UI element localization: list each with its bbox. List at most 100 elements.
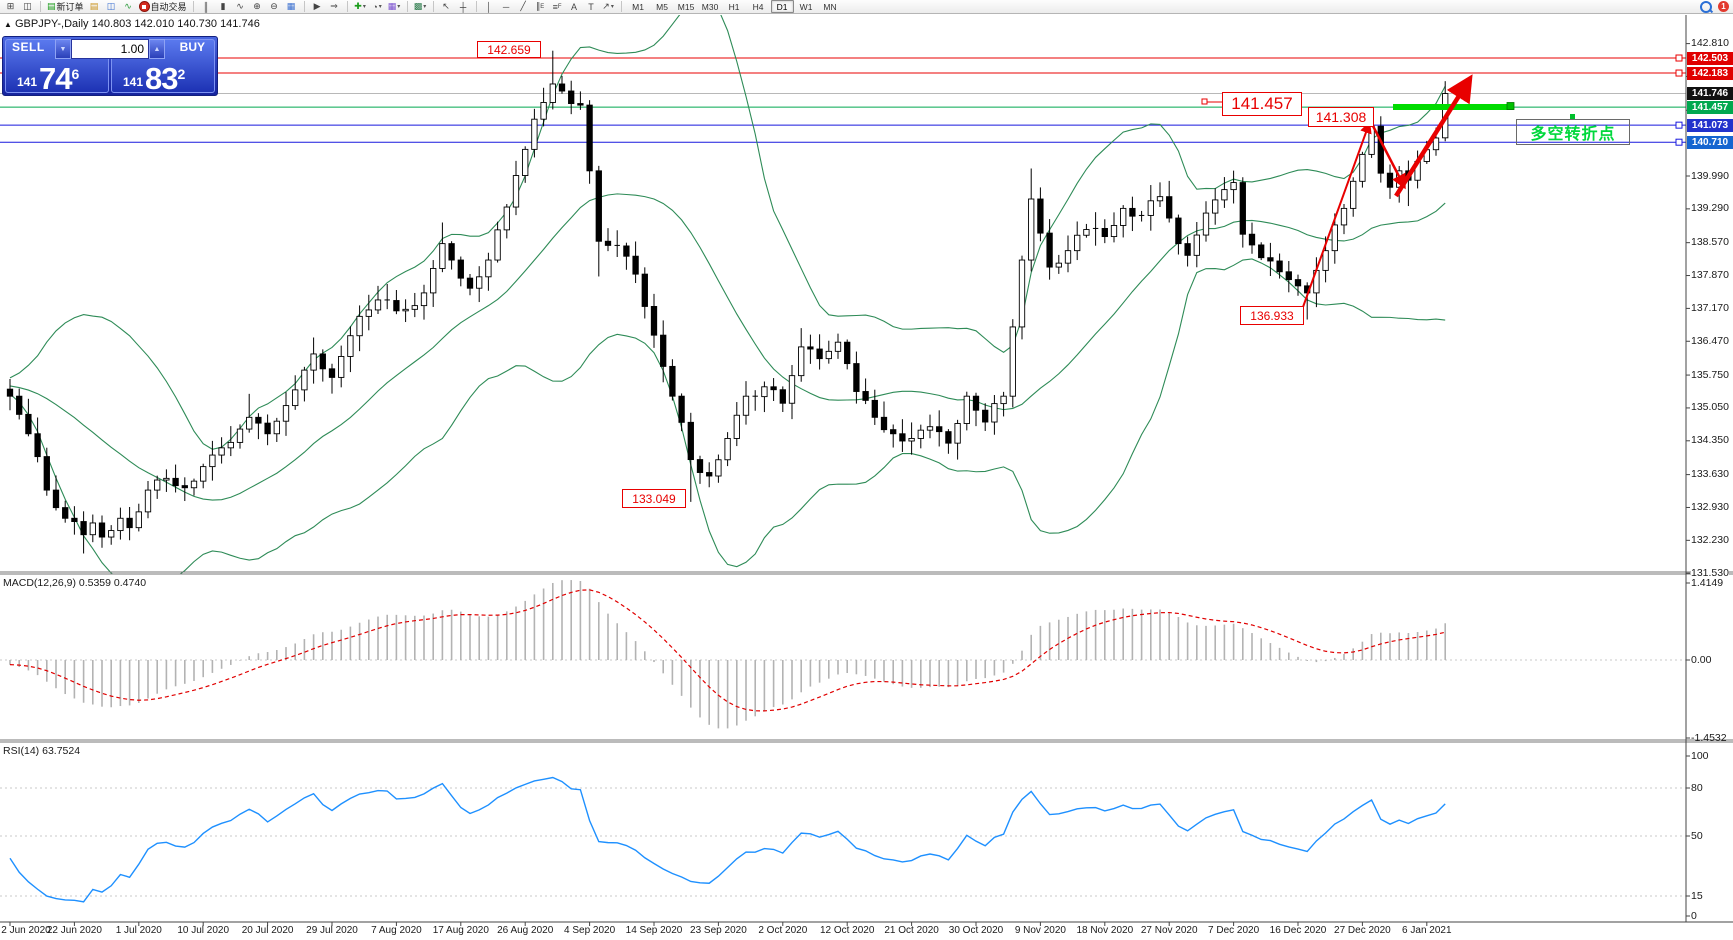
date-tick-label[interactable]: 23 Sep 2020 [690, 925, 747, 936]
bid-price[interactable]: 141 74 6 [17, 63, 80, 94]
timeframe-button-d1[interactable]: D1 [770, 0, 794, 13]
data-window-icon[interactable]: ◫ [106, 1, 116, 11]
toolbar-separator [432, 1, 434, 12]
timeframe-button-m5[interactable]: M5 [656, 1, 668, 12]
price-tick-label[interactable]: 135.050 [1691, 401, 1729, 414]
price-tick-label[interactable]: 132.930 [1691, 500, 1729, 513]
price-tick-label[interactable]: 139.990 [1691, 169, 1729, 182]
market-watch-icon[interactable]: ▤ [89, 1, 99, 11]
price-tick-label[interactable]: 133.630 [1691, 468, 1729, 481]
horizontal-line-tool-icon[interactable]: ─ [502, 1, 510, 12]
profiles-icon[interactable]: ◫ [23, 1, 32, 11]
candlestick-chart-icon[interactable]: ▮ [220, 1, 226, 11]
date-tick-label[interactable]: 18 Nov 2020 [1076, 925, 1134, 936]
date-tick-label[interactable]: 2 Oct 2020 [758, 925, 808, 936]
price-tick-label[interactable]: 136.470 [1691, 334, 1729, 347]
macd-value-1: 0.5359 [78, 577, 111, 589]
date-tick-label[interactable]: 17 Aug 2020 [432, 925, 489, 936]
price-annotation-label[interactable]: 141.308 [1308, 107, 1374, 127]
crosshair-tool-icon[interactable]: ┼ [459, 1, 467, 12]
fibonacci-tool-icon[interactable]: ≡ F [552, 1, 562, 12]
buy-label[interactable]: BUY [179, 40, 205, 54]
timeframe-button-w1[interactable]: W1 [799, 1, 813, 12]
bar-chart-icon[interactable]: ║ [202, 1, 210, 12]
volume-stepper: ▼ 1.00 ▲ [55, 39, 165, 59]
date-tick-label[interactable]: 10 Jul 2020 [177, 925, 230, 936]
date-tick-label[interactable]: 12 Oct 2020 [819, 925, 875, 936]
date-tick-label[interactable]: 20 Jul 2020 [241, 925, 294, 936]
channel-tool-icon[interactable]: ∥ E [535, 1, 545, 11]
label-tool-icon[interactable]: T [588, 1, 594, 12]
date-tick-label[interactable]: 2 Jun 2020 [1, 925, 51, 936]
chart-shift-icon[interactable]: ⇒ [330, 1, 338, 11]
timeframe-button-m30[interactable]: M30 [701, 1, 719, 12]
toolbar-separator [620, 1, 622, 12]
date-tick-label[interactable]: 30 Oct 2020 [948, 925, 1004, 936]
cursor-tool-icon[interactable]: ↖ [442, 1, 450, 11]
date-tick-label[interactable]: 14 Sep 2020 [625, 925, 683, 936]
date-tick-label[interactable]: 6 Jan 2021 [1402, 925, 1452, 936]
search-icon[interactable] [1700, 0, 1712, 13]
price-tick-label[interactable]: 135.750 [1691, 368, 1729, 381]
date-tick-label[interactable]: 7 Dec 2020 [1208, 925, 1260, 936]
tile-windows-icon[interactable]: ▦ [286, 1, 296, 11]
price-annotation-label[interactable]: 141.457 [1222, 92, 1302, 116]
timeframe-button-m15[interactable]: M15 [677, 1, 695, 12]
rsi-scale-label: 80 [1691, 781, 1703, 794]
trendline-tool-icon[interactable]: ╱ [520, 1, 526, 11]
bid-sup: 6 [71, 66, 80, 82]
date-tick-label[interactable]: 1 Jul 2020 [115, 925, 162, 936]
price-annotation-label[interactable]: 142.659 [477, 41, 541, 58]
text-tool-icon[interactable]: A [571, 1, 578, 12]
zoom-in-icon[interactable]: ⊕ [253, 1, 261, 11]
price-tick-label[interactable]: 142.810 [1691, 37, 1729, 50]
templates-icon[interactable]: ▦ ▾ [387, 1, 401, 11]
notification-badge[interactable]: 1 [1718, 1, 1729, 12]
timeframe-button-m1[interactable]: M1 [632, 1, 644, 12]
arrows-tool-icon[interactable]: ↗ ▾ [602, 1, 614, 11]
zoom-out-icon[interactable]: ⊖ [270, 1, 278, 11]
price-annotation-label[interactable]: 133.049 [622, 489, 686, 508]
price-tick-label[interactable]: 139.290 [1691, 202, 1729, 215]
date-tick-label[interactable]: 26 Aug 2020 [497, 925, 554, 936]
volume-down-button[interactable]: ▼ [55, 39, 71, 59]
volume-input[interactable]: 1.00 [71, 39, 149, 59]
price-annotation-label[interactable]: 136.933 [1240, 306, 1304, 325]
date-tick-label[interactable]: 16 Dec 2020 [1269, 925, 1327, 936]
vertical-line-tool-icon[interactable]: │ [486, 1, 492, 12]
date-tick-label[interactable]: 29 Jul 2020 [306, 925, 358, 936]
ask-price[interactable]: 141 83 2 [123, 63, 185, 94]
sell-label[interactable]: SELL [12, 40, 45, 54]
volume-up-button[interactable]: ▲ [149, 39, 165, 59]
auto-scroll-icon[interactable]: ▶ [313, 1, 321, 11]
price-tick-label[interactable]: 132.230 [1691, 533, 1729, 546]
macd-scale-label: -1.4532 [1691, 731, 1727, 744]
add-indicator-icon[interactable]: ✚ ▾ [354, 1, 366, 11]
price-tick-label[interactable]: 138.570 [1691, 236, 1729, 249]
price-tick-label[interactable]: 134.350 [1691, 434, 1729, 447]
timeframe-button-h1[interactable]: H1 [728, 1, 740, 12]
price-tick-label[interactable]: 137.870 [1691, 269, 1729, 282]
chart-mode-icon[interactable]: ▩ ▾ [413, 1, 427, 11]
signals-icon[interactable]: ∿ [124, 1, 132, 11]
timeframe-button-mn[interactable]: MN [823, 1, 837, 12]
date-tick-label[interactable]: 22 Jun 2020 [46, 925, 102, 936]
turning-point-annotation[interactable]: 多空转折点 [1516, 119, 1630, 145]
price-tick-label[interactable]: 131.530 [1691, 566, 1729, 579]
price-tick-label[interactable]: 137.170 [1691, 301, 1729, 314]
symbol-expand-icon[interactable]: ▲ [4, 20, 12, 29]
price-level-badge: 141.457 [1687, 100, 1733, 114]
new-order-button[interactable]: ▤ 新订单 [46, 1, 85, 13]
periodicity-icon[interactable]: ◔ ▾ [372, 1, 382, 12]
date-tick-label[interactable]: 9 Nov 2020 [1014, 925, 1066, 936]
date-tick-label[interactable]: 27 Dec 2020 [1334, 925, 1391, 936]
date-tick-label[interactable]: 4 Sep 2020 [564, 925, 616, 936]
line-chart-icon[interactable]: ∿ [236, 1, 244, 11]
auto-trading-button[interactable]: 自动交易 [138, 1, 188, 13]
date-tick-label[interactable]: 7 Aug 2020 [371, 925, 422, 936]
date-tick-label[interactable]: 21 Oct 2020 [884, 925, 939, 936]
date-tick-label[interactable]: 27 Nov 2020 [1140, 925, 1198, 936]
new-chart-icon[interactable]: ⊞ [6, 1, 15, 11]
timeframe-button-h4[interactable]: H4 [752, 1, 764, 12]
